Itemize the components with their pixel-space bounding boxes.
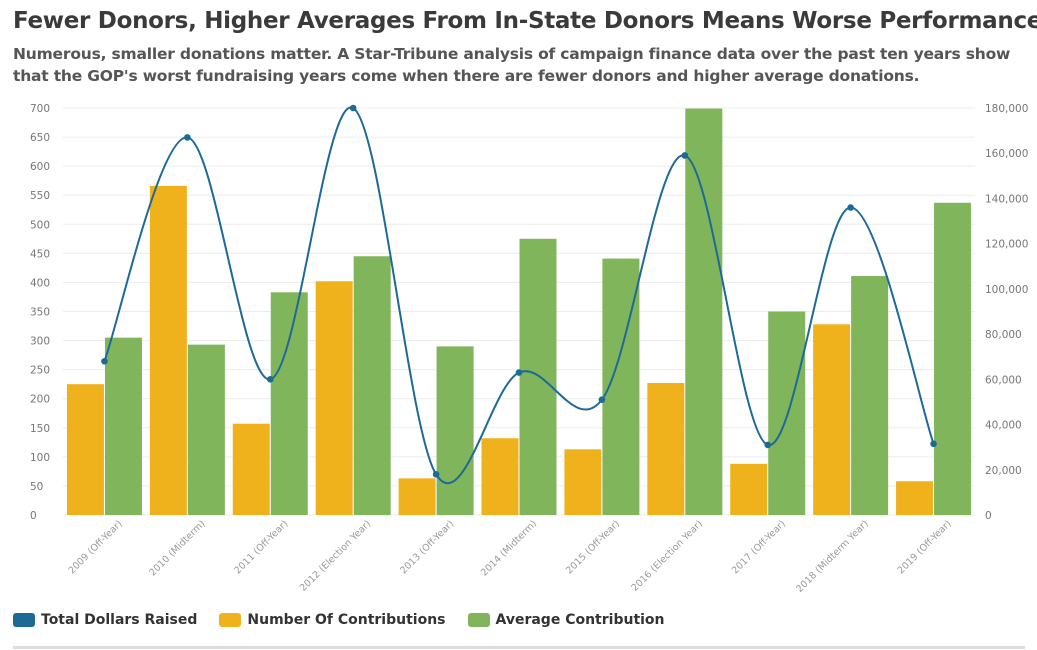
bar-average-contribution [851, 276, 889, 515]
point-total-dollars-raised [266, 376, 274, 383]
y-right-tick-label: 20,000 [985, 465, 1022, 477]
legend-item-number-contributions[interactable]: Number Of Contributions [219, 612, 446, 628]
point-total-dollars-raised [681, 152, 689, 159]
y-left-tick-label: 100 [30, 452, 50, 464]
y-left-tick-label: 300 [30, 336, 50, 348]
chart-subtitle: Numerous, smaller donations matter. A St… [13, 45, 1011, 85]
y-left-tick-label: 250 [30, 365, 50, 377]
point-total-dollars-raised [432, 471, 440, 478]
bar-number-of-contributions [481, 438, 519, 515]
x-category-label: 2011 (Off-Year) [232, 518, 290, 576]
point-total-dollars-raised [101, 357, 108, 365]
y-left-tick-label: 50 [30, 481, 43, 493]
y-left-tick-label: 150 [30, 423, 50, 435]
x-category-label: 2015 (Off-Year) [564, 518, 622, 576]
bar-number-of-contributions [149, 185, 187, 515]
bar-number-of-contributions [730, 463, 768, 515]
bar-number-of-contributions [232, 423, 270, 515]
y-right-tick-label: 60,000 [985, 374, 1022, 386]
legend-label-number-contributions: Number Of Contributions [247, 612, 446, 628]
y-left-tick-label: 400 [30, 277, 50, 289]
x-category-label: 2009 (Off-Year) [67, 518, 125, 576]
legend-swatch-total-dollars [13, 613, 35, 627]
legend-swatch-number-contributions [219, 613, 242, 627]
bottom-divider [13, 646, 1025, 649]
bar-number-of-contributions [647, 383, 685, 515]
y-left-tick-label: 350 [30, 307, 50, 319]
bar-average-contribution [768, 311, 806, 515]
y-left-tick-label: 700 [30, 103, 50, 115]
x-category-label: 2019 (Off-Year) [896, 518, 954, 576]
y-right-tick-label: 100,000 [985, 284, 1028, 296]
point-total-dollars-raised [764, 441, 772, 449]
bar-average-contribution [270, 292, 308, 515]
point-total-dollars-raised [847, 204, 854, 211]
x-category-label: 2014 (Midterm) [479, 518, 539, 578]
x-category-label: 2013 (Off-Year) [398, 518, 456, 576]
bar-number-of-contributions [398, 478, 436, 515]
legend: Total Dollars Raised Number Of Contribut… [13, 612, 665, 628]
x-category-label: 2010 (Midterm) [147, 518, 207, 578]
legend-swatch-average-contribution [467, 613, 490, 627]
y-left-tick-label: 650 [30, 132, 50, 144]
chart-title: Fewer Donors, Higher Averages From In-St… [13, 8, 1037, 34]
y-left-tick-label: 600 [30, 161, 50, 173]
bar-number-of-contributions [813, 324, 851, 515]
bar-average-contribution [353, 256, 391, 515]
bar-number-of-contributions [315, 281, 353, 515]
legend-label-total-dollars: Total Dollars Raised [41, 612, 198, 628]
x-category-label: 2018 (Midterm Year) [794, 518, 870, 594]
x-category-label: 2017 (Off-Year) [730, 518, 788, 576]
bar-average-contribution [187, 344, 225, 515]
y-left-tick-label: 450 [30, 248, 50, 260]
x-category-label: 2016 (Election Year) [630, 518, 705, 593]
combo-chart: 0 50 100 150 200 250 300 350 400 450 500 550 600 650 7… [30, 103, 1028, 595]
point-total-dollars-raised [598, 396, 606, 403]
y-right-tick-label: 160,000 [985, 148, 1028, 160]
y-left-tick-label: 200 [30, 394, 50, 406]
bar-number-of-contributions [564, 449, 602, 515]
bar-number-of-contributions [896, 481, 934, 515]
y-right-tick-label: 140,000 [985, 193, 1028, 205]
point-total-dollars-raised [515, 369, 523, 376]
legend-item-average-contribution[interactable]: Average Contribution [467, 612, 665, 628]
bar-average-contribution [104, 337, 142, 515]
bar-average-contribution [436, 346, 474, 515]
point-total-dollars-raised [184, 134, 191, 141]
legend-label-average-contribution: Average Contribution [495, 612, 665, 628]
y-right-tick-label: 180,000 [985, 103, 1028, 115]
bar-average-contribution [685, 108, 723, 516]
x-category-label: 2012 (Election Year) [298, 518, 373, 593]
point-total-dollars-raised [349, 104, 357, 112]
y-left-tick-label: 550 [30, 190, 50, 202]
y-left-tick-label: 0 [30, 510, 37, 522]
bar-average-contribution [934, 202, 972, 515]
bar-average-contribution [519, 238, 557, 516]
y-right-tick-label: 40,000 [985, 420, 1022, 432]
y-right-tick-label: 0 [985, 510, 992, 522]
legend-item-total-dollars[interactable]: Total Dollars Raised [13, 612, 197, 628]
y-left-tick-label: 500 [30, 219, 50, 231]
y-right-tick-label: 80,000 [985, 329, 1022, 341]
point-total-dollars-raised [930, 440, 937, 448]
bar-number-of-contributions [66, 384, 104, 515]
line-total-dollars-raised [103, 106, 935, 485]
y-right-tick-label: 120,000 [985, 239, 1028, 251]
